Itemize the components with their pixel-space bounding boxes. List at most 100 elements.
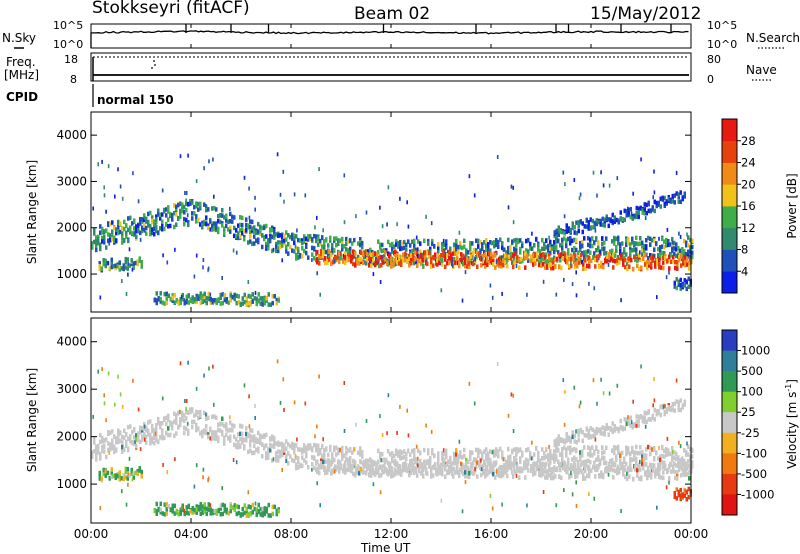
velocity-cell bbox=[346, 467, 349, 473]
power-outlier bbox=[322, 228, 324, 233]
velocity-cell bbox=[267, 502, 270, 508]
velocity-cell bbox=[609, 427, 612, 432]
velocity-cell bbox=[255, 439, 258, 444]
power-cell bbox=[669, 199, 672, 204]
velocity-cell bbox=[239, 431, 242, 437]
velocity-colorbar-label-end: ] bbox=[785, 379, 799, 384]
velocity-outlier bbox=[174, 457, 176, 462]
velocity-outlier bbox=[668, 480, 670, 485]
velocity-cell bbox=[191, 510, 194, 515]
power-cell bbox=[573, 230, 576, 235]
velocity-cell bbox=[277, 454, 280, 460]
power-cell bbox=[141, 228, 144, 234]
power-cell bbox=[316, 260, 319, 265]
power-cell bbox=[643, 207, 646, 212]
power-cell bbox=[316, 250, 319, 255]
freq-label: Freq. bbox=[6, 55, 36, 69]
power-cell bbox=[237, 235, 240, 241]
velocity-cell bbox=[611, 448, 614, 453]
velocity-cell bbox=[391, 455, 394, 461]
power-cell bbox=[285, 230, 288, 235]
power-outlier bbox=[254, 195, 256, 200]
power-cell bbox=[217, 213, 220, 219]
velocity-outlier bbox=[105, 418, 107, 423]
power-cell bbox=[625, 252, 628, 257]
power-cell bbox=[484, 260, 487, 265]
power-cell bbox=[361, 244, 364, 250]
power-cell bbox=[359, 240, 362, 245]
power-cell bbox=[573, 225, 576, 230]
power-cell bbox=[325, 237, 328, 242]
x-tick-label: 20:00 bbox=[574, 527, 609, 541]
power-cell bbox=[317, 234, 320, 239]
velocity-cell bbox=[101, 448, 104, 453]
velocity-cell bbox=[261, 513, 264, 518]
power-cell bbox=[132, 261, 135, 266]
power-outlier bbox=[179, 201, 181, 206]
velocity-outlier bbox=[279, 400, 282, 405]
velocity-cell bbox=[578, 466, 581, 471]
velocity-cell bbox=[683, 458, 686, 464]
power-cell bbox=[659, 245, 662, 250]
power-cell bbox=[564, 257, 567, 263]
velocity-cell bbox=[427, 448, 430, 453]
velocity-cell bbox=[581, 438, 584, 444]
power-cell bbox=[450, 253, 453, 258]
velocity-cell bbox=[484, 462, 487, 467]
power-cell bbox=[259, 301, 262, 306]
velocity-cell bbox=[563, 440, 566, 445]
velocity-cell bbox=[593, 429, 596, 434]
power-cell bbox=[536, 251, 539, 257]
velocity-cell bbox=[681, 456, 684, 461]
power-outlier bbox=[232, 248, 235, 253]
velocity-cell bbox=[573, 446, 576, 452]
velocity-cell bbox=[457, 454, 460, 459]
power-cell bbox=[494, 253, 497, 258]
power-cell bbox=[593, 223, 596, 229]
velocity-cell bbox=[396, 469, 399, 475]
velocity-cell bbox=[654, 474, 657, 479]
power-cell bbox=[655, 241, 658, 246]
velocity-cell bbox=[458, 473, 461, 479]
velocity-cell bbox=[239, 423, 242, 429]
velocity-cell bbox=[203, 509, 206, 514]
velocity-cell bbox=[573, 439, 576, 444]
power-outlier bbox=[491, 240, 494, 245]
power-cell bbox=[579, 247, 582, 253]
velocity-cell bbox=[511, 448, 514, 454]
power-cell bbox=[116, 264, 119, 269]
velocity-cell bbox=[518, 467, 521, 472]
velocity-cell bbox=[646, 469, 649, 475]
velocity-cell bbox=[153, 435, 156, 440]
velocity-cell bbox=[401, 450, 404, 455]
power-cell bbox=[293, 233, 296, 239]
velocity-cell bbox=[683, 448, 686, 453]
velocity-cell bbox=[376, 470, 379, 475]
power-cell bbox=[377, 239, 380, 244]
power-outlier bbox=[442, 238, 445, 243]
velocity-cell bbox=[338, 460, 341, 466]
power-outlier bbox=[139, 237, 142, 242]
power-cell bbox=[365, 261, 368, 266]
velocity-cell bbox=[673, 491, 676, 496]
power-cell bbox=[550, 262, 553, 267]
velocity-cell bbox=[327, 452, 330, 458]
power-cell bbox=[255, 238, 258, 243]
velocity-cell bbox=[586, 473, 589, 478]
power-outlier bbox=[571, 282, 574, 287]
power-outlier bbox=[304, 193, 307, 198]
power-cell bbox=[641, 252, 644, 257]
power-cell bbox=[350, 259, 353, 264]
power-cell bbox=[603, 251, 606, 256]
power-cell bbox=[679, 286, 682, 291]
power-cell bbox=[123, 219, 126, 225]
velocity-outlier bbox=[575, 480, 577, 485]
power-cell bbox=[548, 263, 551, 268]
power-colorbar-swatch bbox=[722, 140, 737, 163]
velocity-cell bbox=[350, 468, 353, 474]
power-cell bbox=[673, 200, 676, 205]
velocity-cell bbox=[530, 468, 533, 473]
velocity-cell bbox=[487, 457, 490, 463]
velocity-cell bbox=[673, 494, 676, 500]
power-cell bbox=[183, 300, 186, 306]
